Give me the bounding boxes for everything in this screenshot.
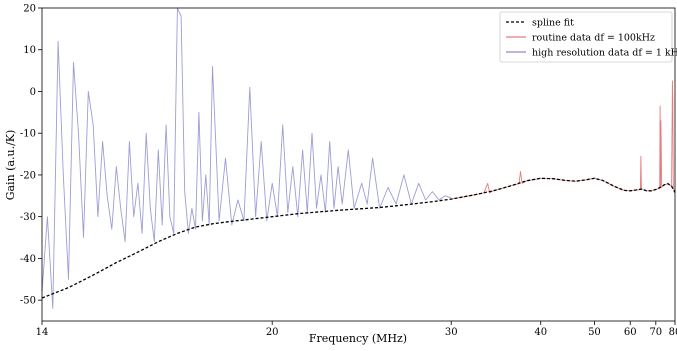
y-tick-label: -40 [20, 254, 36, 265]
axis-layer: 14 20 30 40 50 60 70 80 -50 -40 -30 -20 -10 0 10 20 [20, 4, 677, 339]
legend-box [499, 11, 673, 63]
y-tick-label: 10 [23, 45, 36, 56]
x-tick-label: 40 [534, 327, 547, 338]
x-tick-label: 14 [36, 327, 49, 338]
series-layer [41, 7, 676, 309]
y-tick-label: 20 [23, 4, 36, 15]
legend: spline fit routine data df = 100kHz high r… [499, 11, 677, 63]
legend-label: spline fit [532, 18, 574, 29]
x-tick-label: 20 [266, 327, 279, 338]
series-line-2 [41, 7, 452, 309]
x-tick-label: 60 [624, 327, 637, 338]
x-tick-label: 50 [588, 327, 601, 338]
legend-label: routine data df = 100kHz [532, 33, 655, 44]
y-tick-label: 0 [30, 87, 36, 98]
legend-label: high resolution data df = 1 kHz [532, 48, 677, 59]
y-tick-label: -10 [20, 129, 36, 140]
y-axis-label: Gain (a.u./K) [4, 130, 17, 201]
x-tick-label: 30 [445, 327, 458, 338]
plot-frame [41, 7, 676, 322]
x-tick-label: 70 [649, 327, 662, 338]
y-tick-label: -30 [20, 212, 36, 223]
x-tick-label: 80 [669, 327, 677, 338]
y-tick-label: -20 [20, 170, 36, 181]
y-tick-label: -50 [20, 296, 36, 307]
series-line-0 [41, 177, 676, 299]
x-axis-label: Frequency (MHz) [309, 332, 407, 345]
